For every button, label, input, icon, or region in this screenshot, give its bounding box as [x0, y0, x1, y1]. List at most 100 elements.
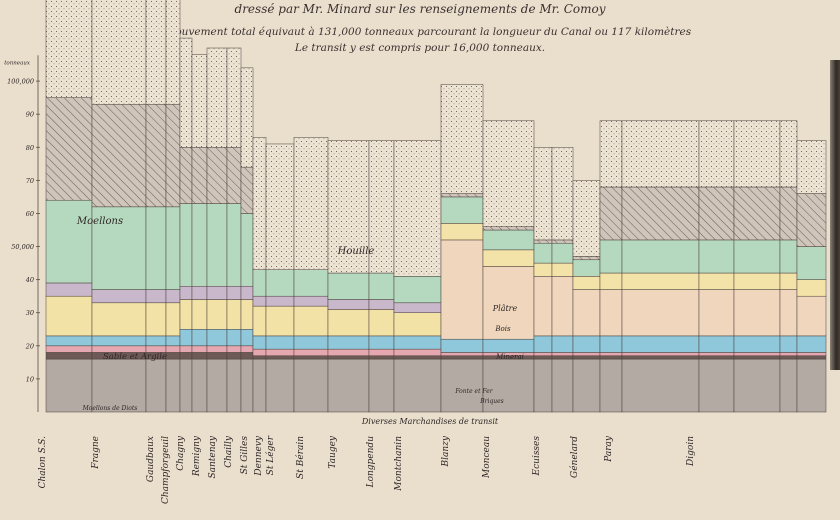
y-unit-label: tonneaux: [4, 61, 31, 67]
bar-segment: [796, 246, 827, 280]
bar-segment: [45, 345, 93, 353]
bar-segment: [45, 97, 93, 201]
bar-segment: [240, 345, 254, 353]
bar-segment: [45, 352, 93, 360]
bar-segment: [779, 352, 798, 356]
bar-segment: [733, 186, 781, 241]
bar-segment: [796, 358, 827, 413]
bar-segment: [327, 140, 370, 274]
bar-segment: [45, 335, 93, 347]
bar-segment: [599, 358, 623, 413]
bar-segment: [393, 140, 442, 277]
bar-segment: [779, 239, 798, 274]
bar-segment: [440, 355, 484, 360]
bar-segment: [733, 358, 781, 413]
station-label: Taugey: [328, 435, 338, 469]
station-label: Champforgeuil: [161, 436, 171, 504]
bar-segment: [482, 120, 535, 227]
bar-segment: [572, 335, 601, 353]
series-labels: Moellons Houille Plâtre Bois Minerai Sable et…: [76, 216, 524, 426]
series-label: Sable et Argile: [103, 352, 167, 362]
bar-segment: [572, 276, 601, 290]
bar-segment: [621, 120, 700, 188]
bar-segment: [265, 355, 295, 360]
bar-segment: [533, 147, 553, 241]
y-tick-label: 90: [26, 111, 34, 119]
bar-segment: [327, 348, 370, 356]
bar-segment: [698, 186, 735, 241]
bar-segment: [572, 355, 601, 360]
y-tick-label: 80: [26, 144, 34, 152]
bar-segment: [393, 276, 442, 304]
bar-segment: [533, 335, 553, 353]
bar-segment: [45, 295, 93, 337]
bar-segment: [533, 358, 553, 413]
bar-segment: [599, 120, 623, 188]
bar-segment: [265, 143, 295, 270]
bar-segment: [145, 335, 167, 347]
station-label: Santenay: [208, 435, 218, 478]
station-labels: Chalon S.S. Fragne Gaudbaux Champforgeuil Ch…: [38, 435, 696, 504]
bar-segment: [252, 358, 267, 413]
bar-segment: [191, 147, 208, 204]
bar-segment: [265, 358, 295, 413]
bar-segment: [145, 0, 167, 105]
bar-segment: [572, 180, 601, 257]
bar-segment: [796, 355, 827, 360]
bar-segment: [733, 335, 781, 353]
header-line-3: Le transit y est compris pour 16,000 ton…: [294, 42, 546, 54]
bar-segment: [698, 355, 735, 360]
bar-segment: [621, 272, 700, 290]
bar-segment: [599, 239, 623, 274]
bar-segment: [733, 272, 781, 290]
bar-segment: [191, 54, 208, 148]
bar-segment: [440, 196, 484, 224]
bar-segment: [733, 352, 781, 356]
series-label: Bois: [494, 325, 511, 333]
header-line-1: dressé par Mr. Minard sur les renseignem…: [234, 2, 606, 16]
station-label: Longpendu: [366, 436, 376, 489]
bar-segment: [179, 352, 193, 360]
station-label: Fragne: [91, 436, 101, 470]
bar-segment: [252, 269, 267, 297]
bar-segment: [621, 335, 700, 353]
bar-segment: [45, 358, 93, 413]
bar-segment: [179, 358, 193, 413]
station-label: Chailly: [224, 435, 234, 468]
bar-segment: [779, 120, 798, 188]
bar-segment: [599, 272, 623, 290]
bar-segment: [165, 302, 181, 337]
bar-segment: [779, 272, 798, 290]
y-tick-label: 60: [26, 210, 34, 218]
bar-segment: [191, 358, 208, 413]
bar-segment: [265, 295, 295, 307]
bar-segment: [621, 355, 700, 360]
bar-segment: [393, 355, 442, 360]
station-label: Chagny: [176, 435, 186, 471]
bar-segment: [440, 338, 484, 353]
bar-segment: [698, 120, 735, 188]
station-label: Digoin: [686, 436, 696, 467]
bar-segment: [206, 147, 228, 204]
bar-segment: [226, 352, 242, 360]
bar-segment: [551, 242, 574, 264]
bar-segment: [91, 0, 147, 105]
station-label: Remigny: [192, 435, 202, 477]
y-tick-label: 20: [25, 342, 34, 350]
bar-segment: [293, 269, 329, 297]
bar-segment: [779, 186, 798, 241]
bar-segment: [368, 299, 395, 310]
series-label: Minerai: [495, 353, 524, 361]
bar-segment: [440, 352, 484, 356]
bar-segment: [572, 259, 601, 277]
bar-segment: [368, 358, 395, 413]
bar-segment: [551, 355, 574, 360]
station-label: Dennevy: [254, 435, 264, 477]
bar-segment: [440, 223, 484, 241]
bar-segment: [240, 352, 254, 360]
y-tick-label: 30: [26, 309, 34, 317]
bar-segment: [179, 329, 193, 347]
bar-segment: [698, 358, 735, 413]
bar-segment: [327, 335, 370, 350]
bar-segment: [572, 256, 601, 261]
